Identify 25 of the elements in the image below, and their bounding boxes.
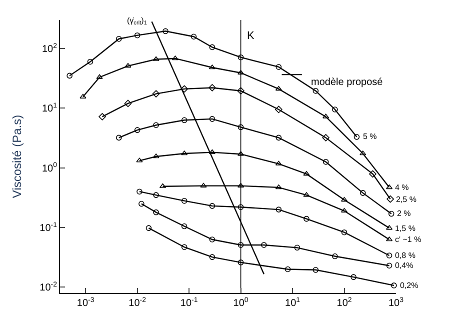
series-label: 0,8 % — [395, 251, 416, 260]
x-tick-label: 10$^{-2}$ — [128, 296, 146, 309]
x-tick-label: 10$^{-3}$ — [76, 296, 94, 309]
x-tick-label: 10$^{3}$ — [388, 296, 404, 309]
ref-line-label: K — [247, 30, 255, 42]
series-label: c' ~1 % — [395, 235, 422, 244]
x-tick-label: 10$^{1}$ — [285, 296, 300, 309]
series-label: 5 % — [363, 132, 377, 141]
x-tick-label: 10$^{-1}$ — [180, 296, 198, 309]
series-label: 1,5 % — [395, 224, 416, 233]
series-label: 4 % — [395, 183, 409, 192]
y-tick-label: 10$^{-1}$ — [40, 222, 58, 234]
series-label: 2,5 % — [396, 195, 416, 204]
series-label: (γ̇$_{crit}$)$_{1}$ — [127, 16, 147, 27]
x-tick-label: 10$^{2}$ — [336, 296, 352, 309]
annotation: modèle proposé — [311, 77, 384, 88]
x-tick-label: 10$^{0}$ — [233, 296, 248, 309]
series-label: 2 % — [397, 209, 411, 218]
y-axis-title: Viscosité (Pa.s) — [10, 114, 24, 198]
y-tick-label: 10$^{0}$ — [42, 162, 58, 174]
y-tick-label: 10$^{-2}$ — [40, 282, 58, 294]
series-label: 0,2% — [400, 281, 418, 290]
series-label: 0,4% — [395, 261, 414, 270]
y-tick-label: 10$^{2}$ — [42, 42, 58, 55]
y-tick-label: 10$^{1}$ — [42, 102, 58, 115]
